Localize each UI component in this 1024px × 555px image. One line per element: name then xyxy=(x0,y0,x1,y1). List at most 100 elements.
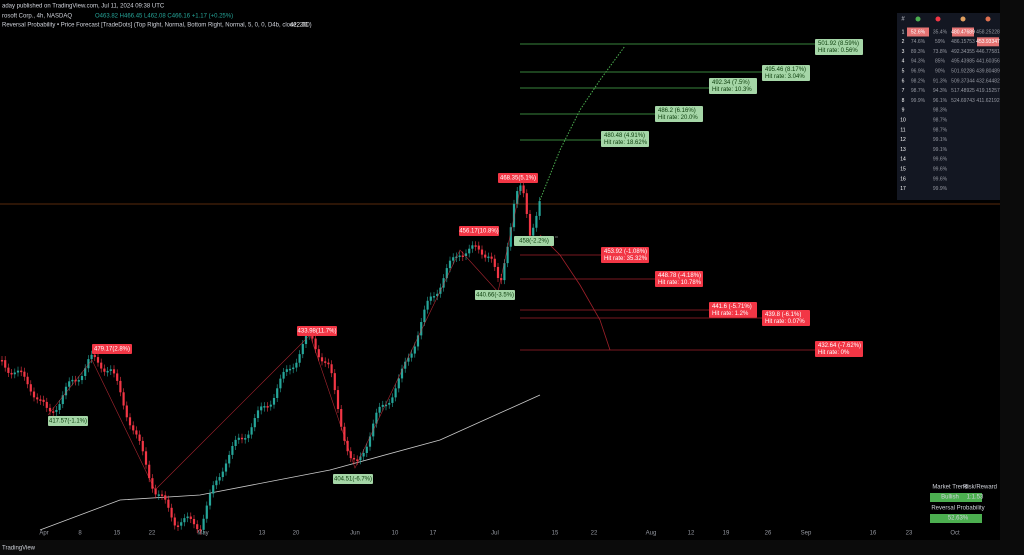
table-cell: 495.43985 xyxy=(951,59,975,65)
candle-body xyxy=(272,397,276,405)
candle-body xyxy=(490,256,493,259)
candle-body xyxy=(535,215,538,228)
zigzag xyxy=(47,189,521,491)
candle-body xyxy=(208,493,212,506)
candle-body xyxy=(384,404,388,407)
table-cell: 11 xyxy=(900,127,905,133)
pivot-label: 440.66(-3.5%) xyxy=(476,293,514,299)
candle-body xyxy=(388,402,391,405)
icon xyxy=(960,16,966,22)
table-cell: 3 xyxy=(902,49,905,55)
candle-body xyxy=(429,296,432,301)
candle-body xyxy=(164,495,167,500)
forecast-hit-rate: Hit rate: 0.07% xyxy=(765,319,805,325)
candle-body xyxy=(13,372,16,375)
table-cell: 5 xyxy=(902,69,905,75)
ohlc: O463.82 H466.45 L462.08 C466.16 +1.17 (+… xyxy=(95,14,233,20)
candle-body xyxy=(436,293,439,297)
pivot-label: 404.51(-6.7%) xyxy=(334,477,372,483)
candle-body xyxy=(55,409,58,412)
forecast-price: 432.64 (-7.62%) xyxy=(818,343,861,349)
table-highlight xyxy=(907,27,929,37)
x-axis-label: 26 xyxy=(765,531,772,537)
table-cell: 486.15753 xyxy=(951,39,975,45)
candle-body xyxy=(324,361,327,363)
table-cell: 96.1% xyxy=(933,98,948,104)
pivot-label-box xyxy=(92,344,132,354)
candle-body xyxy=(138,434,141,441)
pivot-label: 433.98(11.7%) xyxy=(298,329,337,335)
trend-title: Market Trend xyxy=(932,485,967,491)
candle-body xyxy=(493,258,496,267)
candle-body xyxy=(407,357,410,362)
candle-body xyxy=(340,409,343,427)
candle-body xyxy=(375,412,378,424)
candle-body xyxy=(180,522,183,526)
summary-panel: Market Trend Risk/Reward Bullish 1:1.53 … xyxy=(930,485,997,523)
candle-body xyxy=(525,193,528,214)
forecast-hit-rate: Hit rate: 0% xyxy=(818,350,850,356)
candle-body xyxy=(103,368,106,372)
forecast-price: 501.92 (8.59%) xyxy=(818,41,859,47)
forecast-label-box xyxy=(601,247,649,263)
candle-body xyxy=(477,245,480,250)
candle-body xyxy=(484,254,487,258)
x-axis-label: 22 xyxy=(149,531,156,537)
forecast-hit-rate: Hit rate: 35.32% xyxy=(604,256,648,262)
pivot-label-box xyxy=(514,236,554,246)
table-highlight xyxy=(952,27,974,37)
rr: 1:1.53 xyxy=(967,495,984,501)
pivot-label-box xyxy=(498,173,538,183)
table-cell: 35.4% xyxy=(933,29,948,35)
price-axis xyxy=(1000,0,1024,540)
candle-body xyxy=(320,357,324,362)
table-cell: 52.6% xyxy=(911,29,926,35)
table-cell: 91.3% xyxy=(933,78,948,84)
table-cell: 98.2% xyxy=(911,78,926,84)
forecast-hit-rate: Hit rate: 20.0% xyxy=(658,115,698,121)
candle-body xyxy=(330,364,333,374)
candle-body xyxy=(247,434,250,439)
candle-body xyxy=(112,369,116,374)
candle-body xyxy=(64,386,68,396)
forecast-price: 448.78 (-4.18%) xyxy=(658,273,701,279)
table-cell: 480.47689 xyxy=(951,29,975,35)
candle-body xyxy=(496,266,500,279)
candle-body xyxy=(52,411,55,413)
candle-body xyxy=(423,309,426,323)
candle-body xyxy=(48,407,52,412)
table-cell: 419.15257 xyxy=(976,88,1000,94)
candle-body xyxy=(87,359,90,369)
candle-body xyxy=(368,436,372,447)
candle-body xyxy=(125,405,128,418)
pivot-label-box xyxy=(48,416,88,426)
candle-body xyxy=(426,300,429,310)
table-cell: 73.8% xyxy=(933,49,948,55)
stats-table: #1 52.6% 35.4% 480.47689 458.25228 2 74.6% 59% 4… xyxy=(897,13,1000,200)
candle-body xyxy=(205,505,208,519)
candle-body xyxy=(122,392,125,406)
candle-body xyxy=(144,451,148,465)
published: aday published on TradingView.com, Jul 1… xyxy=(2,4,165,10)
forecast-price: 480.48 (4.91%) xyxy=(604,133,645,139)
candle-body xyxy=(522,185,525,194)
candle-body xyxy=(157,494,160,496)
table-cell: 8 xyxy=(902,98,905,104)
forecast-price: 441.6 (-5.71%) xyxy=(712,304,752,310)
table-cell: 501.92286 xyxy=(951,69,975,75)
candle-body xyxy=(106,370,109,373)
candle-body xyxy=(160,494,164,496)
rr-title: Risk/Reward xyxy=(963,485,997,491)
table-cell: 74.6% xyxy=(911,39,926,45)
table-cell: 9 xyxy=(902,108,905,114)
candle-body xyxy=(445,268,448,279)
forecast-label-box xyxy=(815,39,863,55)
table-cell: 2 xyxy=(902,39,905,45)
candle-body xyxy=(58,404,61,410)
candle-body xyxy=(132,425,135,431)
candle-body xyxy=(202,518,205,530)
forecast-hit-rate: Hit rate: 10.78% xyxy=(658,280,702,286)
candle-body xyxy=(196,524,199,530)
candle-body xyxy=(119,380,122,393)
forecast-price: 492.34 (7.5%) xyxy=(712,80,750,86)
